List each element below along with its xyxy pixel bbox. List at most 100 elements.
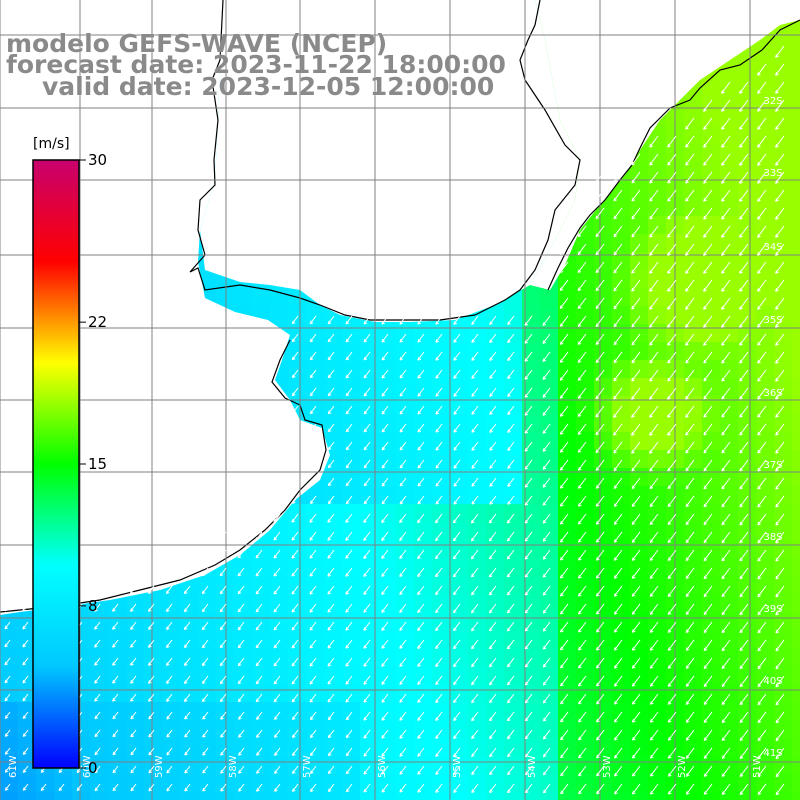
wind-arrow xyxy=(739,369,749,382)
wind-arrow xyxy=(489,657,497,668)
field-cell xyxy=(126,756,145,775)
wind-arrow-head xyxy=(399,663,402,667)
wind-arrow-head xyxy=(453,375,456,379)
wind-arrow xyxy=(613,333,623,345)
wind-arrow-head xyxy=(613,682,616,687)
field-cell xyxy=(522,594,541,613)
field-cell xyxy=(126,666,145,685)
wind-arrow-head xyxy=(775,431,778,436)
field-cell xyxy=(612,720,631,739)
wind-arrow xyxy=(685,621,695,633)
wind-arrow xyxy=(507,459,515,469)
field-cell xyxy=(0,738,19,757)
wind-arrow xyxy=(542,387,551,398)
wind-arrow-head xyxy=(631,629,634,633)
wind-arrow xyxy=(453,531,461,542)
field-cell xyxy=(162,774,181,793)
field-cell xyxy=(738,684,757,703)
wind-arrow xyxy=(757,585,767,598)
field-cell xyxy=(576,576,595,595)
wind-arrow xyxy=(399,315,407,325)
wind-arrow-head xyxy=(381,573,384,577)
wind-arrow-head xyxy=(363,537,366,541)
field-cell xyxy=(18,720,37,739)
wind-arrow xyxy=(327,459,335,468)
wind-arrow-head xyxy=(595,628,598,633)
wind-arrow xyxy=(703,315,713,328)
wind-arrow-head xyxy=(559,467,562,471)
wind-arrow xyxy=(685,351,695,364)
wind-arrow xyxy=(291,315,299,325)
field-cell xyxy=(504,504,523,523)
wind-arrow-head xyxy=(577,197,580,201)
wind-arrow-head xyxy=(775,180,778,184)
wind-arrow-head xyxy=(739,90,742,94)
wind-arrow-head xyxy=(183,662,186,666)
wind-arrow-head xyxy=(273,482,276,486)
wind-arrow xyxy=(327,531,335,541)
field-cell xyxy=(558,720,577,739)
wind-arrow xyxy=(649,477,659,489)
wind-arrow xyxy=(739,477,749,490)
field-cell xyxy=(162,666,181,685)
wind-arrow-head xyxy=(399,338,402,343)
field-cell xyxy=(594,648,613,667)
wind-arrow xyxy=(327,603,335,613)
field-cell xyxy=(792,306,800,325)
field-cell xyxy=(288,324,307,343)
wind-arrow-head xyxy=(201,608,204,612)
wind-arrow xyxy=(542,675,551,686)
field-cell xyxy=(630,252,649,271)
field-cell xyxy=(468,378,487,397)
wind-arrow xyxy=(435,459,443,469)
wind-arrow-head xyxy=(596,700,598,705)
field-cell xyxy=(756,450,775,469)
field-cell xyxy=(468,504,487,523)
wind-arrow-head xyxy=(309,590,312,595)
field-cell xyxy=(738,90,757,109)
field-cell xyxy=(558,342,577,361)
field-cell xyxy=(684,774,703,793)
wind-arrow xyxy=(345,567,353,577)
wind-arrow-head xyxy=(631,341,634,345)
field-cell xyxy=(360,792,379,800)
wind-arrow xyxy=(559,351,569,363)
wind-arrow-head xyxy=(649,629,652,633)
field-cell xyxy=(126,648,145,667)
wind-arrow xyxy=(471,441,479,451)
wind-arrow xyxy=(631,531,641,543)
field-cell xyxy=(630,378,649,397)
field-cell xyxy=(792,234,800,253)
field-cell xyxy=(108,684,127,703)
wind-arrow-head xyxy=(238,716,240,720)
field-cell xyxy=(684,414,703,433)
wind-arrow xyxy=(542,693,551,704)
wind-arrow-head xyxy=(291,392,294,396)
wind-arrow-head xyxy=(381,464,384,469)
wind-arrow-head xyxy=(183,644,186,648)
field-cell xyxy=(252,702,271,721)
field-cell xyxy=(684,288,703,307)
wind-arrow xyxy=(631,639,641,651)
wind-arrow-head xyxy=(506,519,509,524)
wind-arrow xyxy=(542,423,551,434)
wind-arrow-head xyxy=(381,428,384,433)
field-cell xyxy=(0,630,19,649)
wind-arrow xyxy=(417,369,425,379)
field-cell xyxy=(738,378,757,397)
wind-arrow xyxy=(219,531,227,541)
wind-arrow xyxy=(309,549,317,559)
field-cell xyxy=(558,702,577,721)
field-cell xyxy=(720,144,739,163)
wind-arrow-head xyxy=(399,410,402,415)
wind-arrow-head xyxy=(667,719,670,723)
field-cell xyxy=(540,522,559,541)
wind-arrow-head xyxy=(775,270,778,274)
wind-arrow xyxy=(506,639,515,650)
wind-arrow-head xyxy=(399,717,402,721)
wind-arrow-head xyxy=(471,681,473,685)
wind-arrow xyxy=(488,567,497,578)
wind-arrow-head xyxy=(631,575,634,579)
wind-arrow xyxy=(757,657,767,670)
wind-arrow-head xyxy=(237,662,240,666)
